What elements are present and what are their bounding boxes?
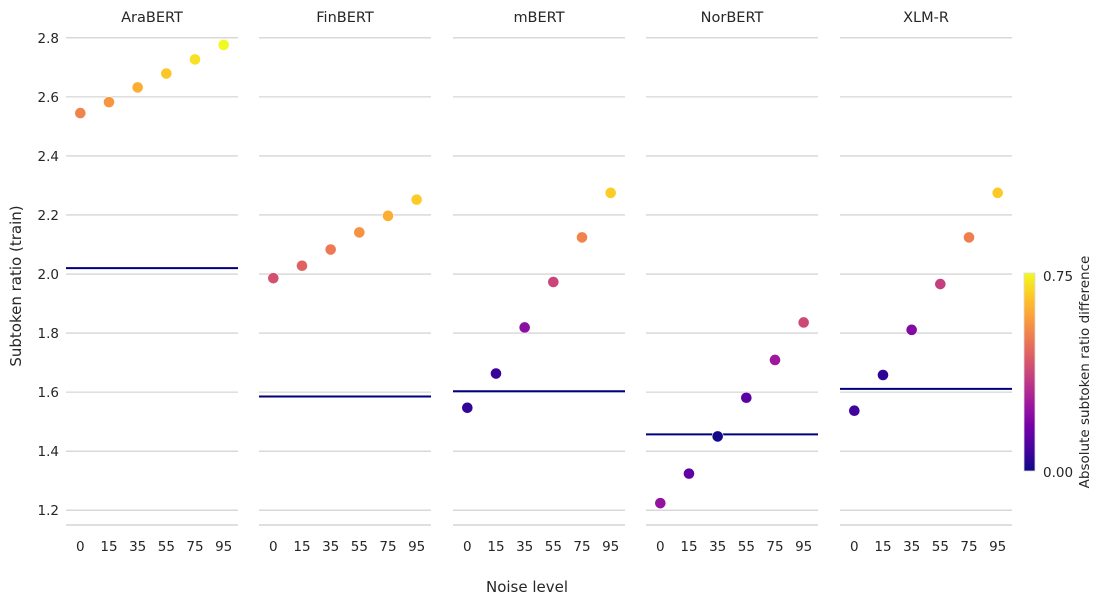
- data-point: [576, 231, 588, 244]
- data-point: [324, 243, 337, 256]
- data-point: [848, 404, 861, 417]
- x-tick-label: 55: [738, 539, 755, 555]
- x-tick-label: 55: [158, 539, 175, 555]
- data-point: [217, 38, 230, 51]
- data-point: [103, 96, 115, 109]
- data-point: [410, 193, 423, 206]
- x-tick-label: 0: [76, 539, 85, 555]
- panel-title: FinBERT: [316, 10, 374, 26]
- x-tick-label: 15: [487, 539, 504, 555]
- x-tick-label: 75: [960, 539, 977, 555]
- x-tick-label: 0: [269, 539, 278, 555]
- y-axis-label: Subtoken ratio (train): [7, 205, 25, 366]
- x-tick-label: 95: [215, 539, 232, 555]
- data-point: [296, 259, 308, 272]
- colorbar-tick-label: 0.00: [1043, 465, 1073, 481]
- x-tick-label: 55: [545, 539, 562, 555]
- x-tick-label: 35: [903, 539, 920, 555]
- data-point: [711, 430, 724, 443]
- y-tick-label: 2.4: [38, 149, 59, 165]
- data-point: [189, 53, 201, 66]
- x-tick-label: 95: [795, 539, 812, 555]
- x-tick-label: 35: [516, 539, 533, 555]
- x-tick-label: 15: [100, 539, 117, 555]
- x-tick-label: 0: [463, 539, 472, 555]
- data-point: [905, 323, 918, 336]
- data-point: [353, 226, 366, 239]
- x-tick-label: 95: [408, 539, 425, 555]
- y-tick-label: 2.6: [38, 90, 59, 106]
- x-tick-label: 35: [322, 539, 339, 555]
- data-point: [267, 272, 280, 285]
- y-tick-label: 1.2: [38, 503, 59, 519]
- y-tick-label: 1.6: [38, 385, 59, 401]
- data-point: [74, 107, 87, 120]
- panel-arabert: AraBERT 1.2 1.4 1.6 1.8 2.0 2.2 2.4 2.6 2.8 0 15 35 5…: [38, 10, 238, 555]
- data-point: [654, 497, 667, 510]
- data-point: [461, 401, 474, 414]
- x-tick-label: 75: [186, 539, 203, 555]
- x-tick-label: 15: [293, 539, 310, 555]
- data-point: [877, 369, 889, 381]
- x-tick-label: 75: [573, 539, 590, 555]
- data-point: [131, 81, 144, 94]
- panel-mbert: mBERT 0 15 35 55 75 95: [453, 10, 625, 555]
- panel-xlm-r: XLM-R 0 15 35 55 75 95: [840, 10, 1012, 555]
- x-tick-label: 0: [850, 539, 859, 555]
- data-point: [934, 278, 947, 290]
- panel-title: AraBERT: [121, 10, 183, 26]
- y-tick-label: 1.8: [38, 326, 59, 342]
- colorbar-tick-label: 0.75: [1043, 269, 1073, 285]
- data-point: [797, 316, 810, 329]
- colorbar-label: Absolute subtoken ratio difference: [1077, 256, 1093, 489]
- data-point: [683, 467, 695, 480]
- x-tick-label: 95: [602, 539, 619, 555]
- x-tick-label: 55: [351, 539, 368, 555]
- panels: AraBERT 1.2 1.4 1.6 1.8 2.0 2.2 2.4 2.6 2.8 0 15 35 5…: [38, 10, 1012, 555]
- x-tick-label: 95: [989, 539, 1006, 555]
- data-point: [547, 276, 560, 288]
- data-point: [490, 367, 502, 380]
- x-tick-label: 35: [129, 539, 146, 555]
- y-tick-label: 1.4: [38, 444, 59, 460]
- data-point: [740, 391, 753, 404]
- panel-title: mBERT: [513, 10, 564, 26]
- y-tick-label: 2.8: [38, 31, 59, 47]
- y-tick-label: 2.2: [38, 208, 59, 224]
- data-point: [382, 209, 394, 222]
- panel-title: XLM-R: [903, 10, 949, 26]
- x-tick-label: 75: [766, 539, 783, 555]
- data-point: [160, 67, 173, 80]
- x-tick-label: 55: [932, 539, 949, 555]
- data-point: [769, 354, 781, 366]
- x-tick-label: 0: [656, 539, 665, 555]
- data-point: [991, 186, 1004, 199]
- data-point: [963, 231, 975, 244]
- colorbar: 0.75 0.00: [1023, 269, 1073, 481]
- panel-norbert: NorBERT 0 15 35 55 75 95: [646, 10, 818, 555]
- x-tick-label: 15: [680, 539, 697, 555]
- data-point: [604, 186, 617, 199]
- x-tick-label: 75: [379, 539, 396, 555]
- panel-finbert: FinBERT 0 15 35 55 75 95: [259, 10, 431, 555]
- x-axis-label: Noise level: [486, 578, 568, 596]
- colorbar-gradient: [1023, 272, 1036, 472]
- x-tick-label: 15: [874, 539, 891, 555]
- data-point: [518, 321, 531, 334]
- y-tick-label: 2.0: [38, 267, 59, 283]
- x-tick-label: 35: [709, 539, 726, 555]
- panel-title: NorBERT: [701, 10, 764, 26]
